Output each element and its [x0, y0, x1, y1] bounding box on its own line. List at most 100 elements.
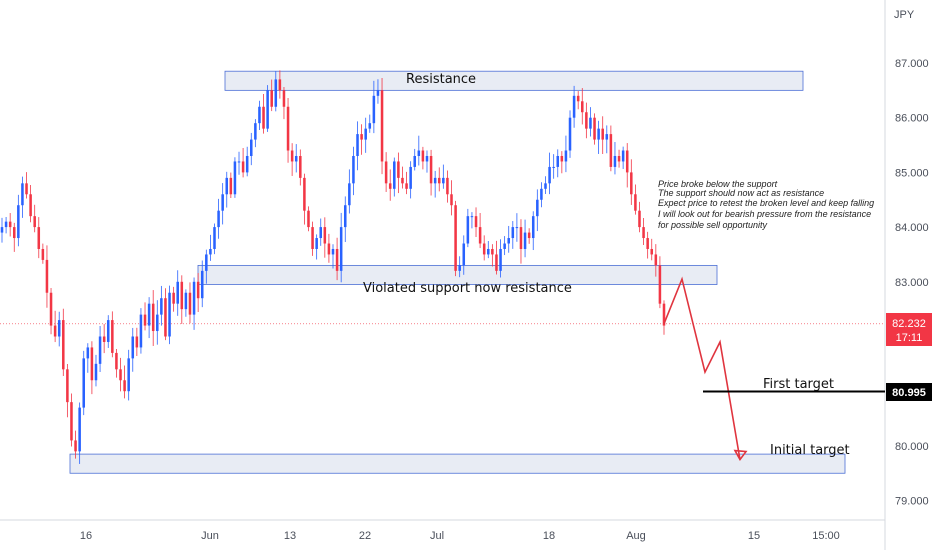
x-tick-label: 15:00: [812, 530, 840, 542]
candle: [650, 238, 654, 261]
candle: [8, 213, 12, 237]
zones: [69, 70, 846, 474]
candle: [601, 116, 604, 154]
candle: [233, 157, 237, 198]
candle: [462, 235, 466, 275]
candle: [221, 183, 224, 225]
candle: [12, 222, 16, 252]
candle: [66, 363, 69, 418]
candle: [380, 78, 384, 175]
candle: [523, 219, 527, 258]
candle: [115, 349, 118, 378]
resistance-label: Resistance: [406, 72, 476, 87]
candle: [57, 311, 61, 347]
candle: [609, 125, 613, 172]
candles: [0, 70, 666, 464]
candle: [319, 218, 323, 246]
candle: [646, 231, 649, 259]
candle: [4, 216, 8, 234]
candle: [160, 285, 163, 326]
candle: [388, 169, 392, 201]
candle: [531, 211, 535, 251]
candle: [147, 297, 151, 339]
candle: [572, 85, 576, 128]
candle: [360, 124, 363, 155]
candle: [315, 234, 318, 260]
candle: [568, 110, 572, 158]
candle: [123, 365, 126, 399]
candle: [401, 166, 404, 189]
candle: [45, 245, 49, 308]
candle: [282, 86, 286, 120]
candle: [519, 219, 523, 264]
candle: [62, 308, 65, 376]
candle: [29, 184, 32, 223]
x-axis-ticks: 16 Jun 13 22 Jul 18 Aug 15 15:00: [80, 530, 840, 542]
candle: [343, 196, 347, 243]
candle: [192, 277, 196, 330]
candle: [217, 198, 220, 239]
last-price-badge: [886, 313, 932, 346]
candle: [556, 149, 560, 178]
candle: [540, 182, 543, 208]
x-tick-label: 13: [284, 530, 296, 542]
candle: [482, 235, 486, 261]
candle: [299, 149, 302, 186]
x-tick-label: Aug: [626, 530, 646, 542]
candle: [250, 132, 253, 166]
y-tick-label: 79.000: [895, 496, 929, 508]
candle: [425, 150, 429, 173]
candle: [384, 152, 388, 192]
y-tick-label: 83.000: [895, 277, 929, 289]
candle: [168, 285, 171, 345]
candle: [151, 290, 155, 346]
candle: [184, 289, 188, 317]
candle: [262, 93, 265, 134]
candle: [621, 146, 625, 169]
note-line-1: Price broke below the support: [658, 179, 778, 189]
candle: [589, 107, 592, 137]
candle: [196, 273, 200, 312]
candle: [560, 151, 564, 174]
currency-label: JPY: [894, 9, 915, 21]
zone-rect: [69, 453, 846, 474]
candle: [119, 357, 122, 392]
x-tick-label: Jul: [430, 530, 444, 542]
candle: [581, 88, 584, 125]
candle: [495, 240, 498, 275]
candle: [156, 300, 159, 345]
candle: [127, 349, 130, 401]
x-tick-label: Jun: [201, 530, 219, 542]
candle: [270, 79, 273, 112]
candle: [274, 71, 278, 112]
candle: [111, 311, 114, 358]
candle: [241, 148, 245, 178]
candle: [200, 260, 204, 308]
candle: [527, 228, 531, 244]
candle: [511, 221, 515, 249]
candle: [188, 282, 192, 324]
candle: [503, 236, 506, 256]
candle: [327, 233, 331, 263]
candle: [323, 217, 327, 258]
candle: [474, 207, 478, 238]
x-tick-label: 22: [359, 530, 371, 542]
candle: [433, 170, 437, 198]
note-line-3: Expect price to retest the broken level …: [658, 198, 874, 208]
violated-support-label: Violated support now resistance: [363, 281, 572, 296]
candle: [364, 117, 367, 153]
y-tick-label: 85.000: [895, 167, 929, 179]
candle: [213, 223, 216, 255]
candle: [106, 315, 110, 348]
candle: [585, 102, 588, 139]
candle: [593, 113, 596, 145]
candle: [437, 167, 441, 192]
candle: [397, 152, 400, 194]
candle: [417, 135, 421, 166]
candle: [335, 237, 339, 281]
candle: [617, 149, 621, 168]
candle: [307, 206, 310, 232]
candle: [564, 135, 568, 173]
candle: [229, 172, 233, 199]
